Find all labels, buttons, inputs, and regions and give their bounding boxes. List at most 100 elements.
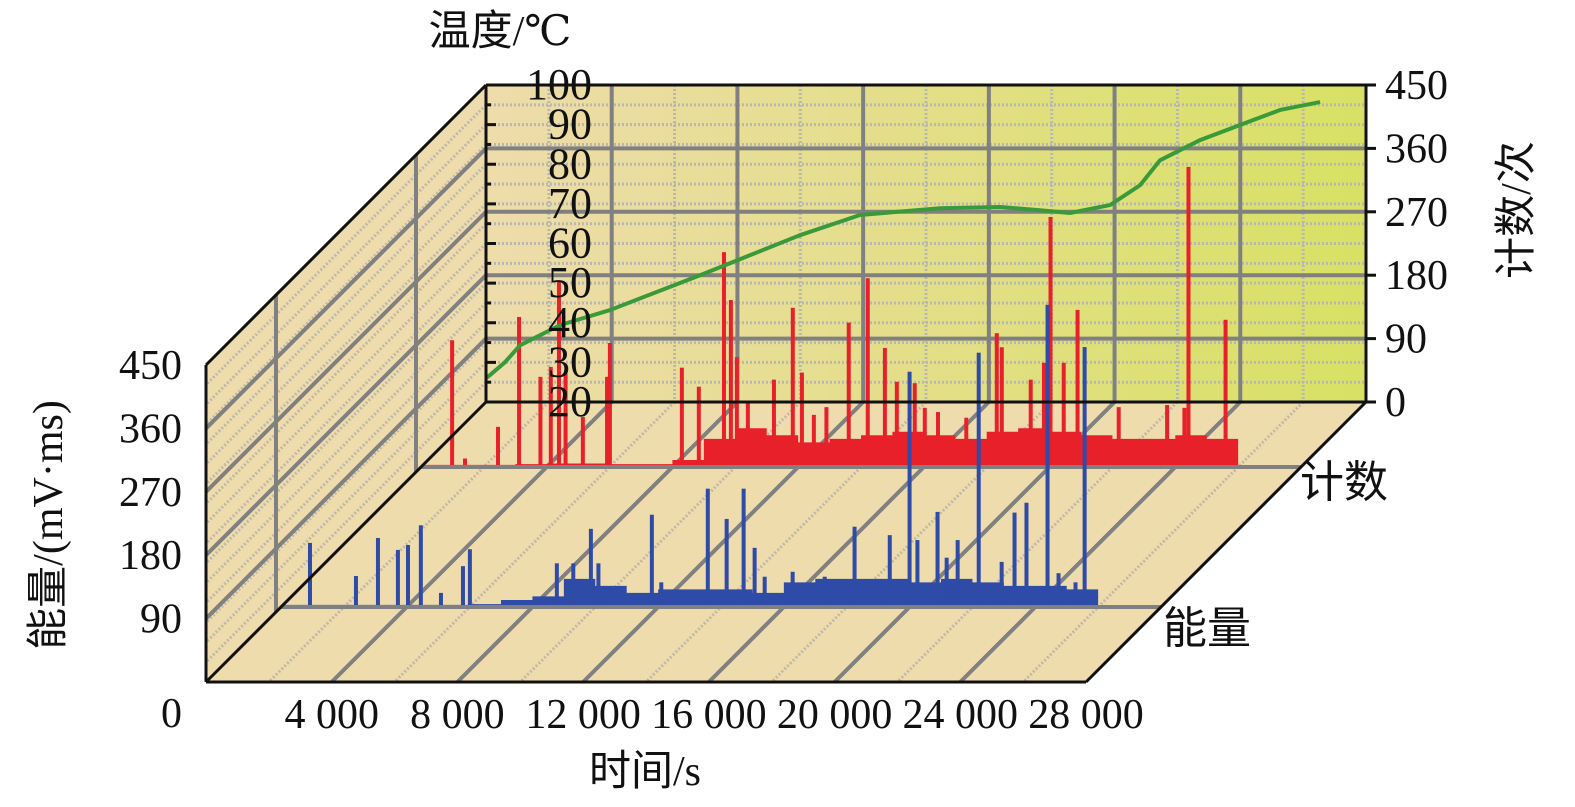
energy-tick-label: 450 bbox=[119, 343, 182, 389]
count-bar bbox=[679, 367, 684, 467]
left-minor-gridline bbox=[204, 341, 488, 624]
energy-axis-title: 能量/(mV·ms) bbox=[26, 400, 72, 650]
count-bar bbox=[745, 402, 750, 467]
left-minor-gridline bbox=[204, 242, 488, 525]
energy-bar bbox=[1056, 573, 1061, 607]
bar-background-count bbox=[421, 428, 1239, 467]
energy-bar bbox=[460, 566, 465, 607]
count-bar bbox=[824, 407, 829, 467]
energy-tick-label: 0 bbox=[161, 691, 182, 737]
energy-bar bbox=[705, 488, 710, 607]
energy-bar bbox=[1012, 512, 1017, 607]
count-tick-label: 450 bbox=[1385, 63, 1448, 109]
temperature-tick-label: 80 bbox=[548, 139, 592, 188]
count-bar bbox=[721, 252, 726, 467]
energy-bar bbox=[915, 540, 920, 607]
energy-bar bbox=[944, 557, 949, 607]
count-bar bbox=[922, 407, 927, 467]
energy-tick-label: 180 bbox=[119, 533, 182, 579]
count-tick-label: 180 bbox=[1385, 253, 1448, 299]
count-bar bbox=[865, 278, 870, 467]
floor-minor-gridline bbox=[267, 400, 550, 684]
count-bar bbox=[696, 386, 701, 467]
count-axis-title: 计数/次 bbox=[1494, 141, 1540, 279]
temperature-tick-label: 70 bbox=[548, 179, 592, 228]
count-bar bbox=[496, 426, 500, 467]
count-bar bbox=[846, 322, 851, 467]
energy-bar bbox=[588, 528, 593, 607]
energy-bar bbox=[307, 542, 312, 607]
energy-bar bbox=[405, 545, 410, 607]
count-tick-label: 360 bbox=[1385, 126, 1448, 172]
left-minor-gridline bbox=[204, 163, 488, 446]
bars bbox=[281, 100, 1321, 609]
left-major-gridline bbox=[204, 273, 488, 557]
count-bar bbox=[1061, 362, 1066, 467]
count-bar bbox=[790, 307, 795, 467]
count-bar bbox=[1048, 216, 1053, 467]
floor-minor-gridline bbox=[1022, 400, 1305, 684]
energy-bar bbox=[852, 526, 857, 607]
left-minor-gridline bbox=[204, 222, 488, 505]
energy-bar bbox=[1045, 304, 1050, 607]
count-bar bbox=[1165, 405, 1170, 467]
energy-tick-label: 270 bbox=[119, 470, 182, 516]
count-bar bbox=[548, 366, 553, 467]
energy-bar bbox=[724, 518, 729, 607]
energy-bar bbox=[571, 563, 576, 607]
count-bar bbox=[463, 458, 467, 467]
energy-bar bbox=[1082, 347, 1087, 607]
count-tick-label: 0 bbox=[1385, 380, 1406, 426]
axis-line bbox=[1084, 400, 1368, 684]
energy-bar bbox=[1073, 582, 1078, 607]
energy-bar bbox=[554, 563, 559, 607]
row-label-energy: 能量 bbox=[1163, 604, 1251, 653]
count-bar bbox=[964, 417, 969, 467]
count-bar bbox=[894, 381, 899, 467]
floor-minor-gridline bbox=[393, 400, 676, 684]
energy-bar bbox=[762, 576, 767, 607]
tick-labels: 4 000 8 000 12 000 16 000 20 000 24 000 28 000… bbox=[119, 60, 1448, 738]
left-major-gridline bbox=[204, 146, 488, 430]
energy-bar bbox=[467, 549, 472, 607]
row-label-count: 计数 bbox=[1300, 458, 1388, 507]
left-minor-gridline bbox=[204, 183, 488, 466]
left-minor-gridline bbox=[204, 301, 488, 584]
energy-bar bbox=[955, 540, 960, 607]
temperature-tick-label: 60 bbox=[548, 219, 592, 268]
time-axis-title: 时间/s bbox=[589, 749, 701, 795]
count-bar bbox=[563, 372, 568, 467]
count-bar bbox=[999, 347, 1004, 467]
count-bar bbox=[882, 347, 887, 467]
count-bar bbox=[517, 316, 522, 467]
x-tick-label: 24 000 bbox=[903, 692, 1019, 738]
left-minor-gridline bbox=[204, 202, 488, 485]
x-tick-label: 12 000 bbox=[525, 692, 641, 738]
left-minor-gridline bbox=[204, 282, 488, 565]
energy-tick-label: 90 bbox=[140, 597, 182, 643]
count-bar bbox=[1182, 407, 1187, 467]
energy-bar bbox=[649, 514, 654, 607]
temperature-tick-label: 20 bbox=[548, 377, 592, 426]
x-tick-label: 8 000 bbox=[410, 692, 505, 738]
left-minor-gridline bbox=[204, 321, 488, 604]
left-minor-gridline bbox=[204, 361, 488, 644]
energy-bar bbox=[887, 535, 892, 607]
energy-bar bbox=[659, 582, 664, 607]
count-bar bbox=[605, 376, 610, 467]
energy-bar bbox=[395, 549, 400, 607]
axis-line bbox=[204, 83, 488, 367]
count-tick-label: 90 bbox=[1385, 317, 1427, 363]
energy-bar bbox=[790, 571, 795, 607]
energy-bar bbox=[976, 352, 981, 607]
temperature-axis-title: 温度/℃ bbox=[429, 9, 572, 55]
energy-bar bbox=[999, 561, 1004, 607]
floor-major-gridline bbox=[456, 400, 739, 684]
left-minor-gridline bbox=[204, 381, 488, 664]
energy-bar bbox=[438, 592, 443, 607]
count-bar bbox=[811, 414, 816, 467]
energy-bar bbox=[375, 537, 380, 607]
left-minor-gridline bbox=[204, 143, 488, 426]
left-minor-gridline bbox=[204, 103, 488, 386]
